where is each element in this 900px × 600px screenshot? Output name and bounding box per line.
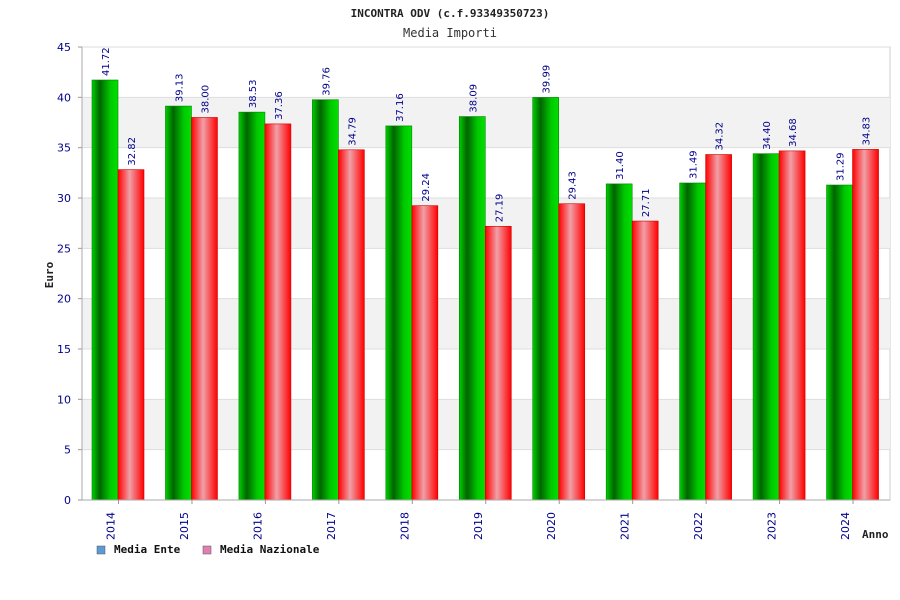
data-label-media-ente-2017: 39.76	[321, 67, 332, 96]
data-label-media-ente-2015: 39.13	[174, 73, 185, 102]
x-tick-label-2017: 2017	[325, 512, 338, 540]
chart-subtitle: Media Importi	[403, 26, 497, 40]
bar-media-ente-2021	[605, 183, 633, 501]
legend-swatch-media-nazionale	[202, 545, 212, 555]
x-tick-label-2018: 2018	[398, 512, 411, 540]
data-label-media-nazionale-2019: 27.19	[494, 194, 505, 223]
bar-media-ente-2014	[91, 79, 119, 501]
y-tick-label: 15	[57, 343, 71, 356]
data-label-media-ente-2023: 34.40	[762, 121, 773, 150]
data-label-media-nazionale-2018: 29.24	[421, 173, 432, 202]
bar-media-ente-2019	[458, 116, 486, 501]
x-tick-label-2014: 2014	[105, 512, 118, 540]
data-label-media-nazionale-2021: 27.71	[641, 188, 652, 217]
x-tick-label-2020: 2020	[545, 512, 558, 540]
data-label-media-nazionale-2022: 34.32	[715, 122, 726, 151]
legend-label-media-ente: Media Ente	[114, 543, 181, 556]
x-tick-label-2016: 2016	[251, 512, 264, 540]
bar-media-nazionale-2021	[631, 220, 659, 501]
x-tick-label-2024: 2024	[839, 512, 852, 540]
bar-media-ente-2023	[752, 153, 780, 501]
data-label-media-ente-2020: 39.99	[542, 65, 553, 94]
y-tick-label: 45	[57, 41, 71, 54]
bar-media-nazionale-2017	[338, 149, 365, 501]
x-tick-label-2022: 2022	[692, 512, 705, 540]
bar-media-nazionale-2024	[852, 149, 879, 501]
data-label-media-ente-2019: 38.09	[468, 84, 479, 113]
x-axis-label: Anno	[862, 528, 889, 541]
bar-media-nazionale-2016	[264, 123, 292, 501]
data-label-media-nazionale-2014: 32.82	[127, 137, 138, 166]
x-tick-label-2015: 2015	[178, 512, 191, 540]
legend-swatch-media-ente	[96, 545, 106, 555]
bar-media-nazionale-2019	[484, 225, 512, 501]
x-tick-label-2019: 2019	[472, 512, 485, 540]
data-label-media-nazionale-2016: 37.36	[274, 91, 285, 120]
y-tick-label: 35	[57, 142, 71, 155]
bar-media-ente-2015	[165, 105, 192, 501]
data-label-media-nazionale-2017: 34.79	[347, 117, 358, 146]
bar-media-ente-2017	[312, 99, 339, 501]
chart-title: INCONTRA ODV (c.f.93349350723)	[351, 7, 550, 20]
bar-media-ente-2022	[679, 182, 706, 501]
data-label-media-ente-2021: 31.40	[615, 151, 626, 180]
y-tick-label: 40	[57, 91, 71, 104]
bar-media-ente-2020	[532, 97, 560, 501]
data-label-media-ente-2022: 31.49	[689, 150, 700, 179]
data-label-media-nazionale-2024: 34.83	[862, 117, 873, 146]
data-labels: 41.72 32.82 39.13 38.00 38.53 37.36 39.76 34.79…	[101, 47, 873, 222]
bar-media-nazionale-2022	[705, 154, 732, 501]
legend: Media Ente Media Nazionale	[96, 543, 320, 556]
bar-media-nazionale-2014	[117, 169, 145, 501]
data-label-media-nazionale-2020: 29.43	[568, 171, 579, 200]
y-axis-label: Euro	[43, 261, 56, 288]
y-tick-label: 25	[57, 242, 71, 255]
y-tick-label: 30	[57, 192, 71, 205]
legend-label-media-nazionale: Media Nazionale	[220, 543, 320, 556]
y-tick-label: 5	[64, 444, 71, 457]
data-label-media-ente-2018: 37.16	[395, 93, 406, 122]
bar-media-nazionale-2023	[778, 150, 806, 501]
y-tick-label: 10	[57, 393, 71, 406]
x-tick-label-2021: 2021	[619, 512, 632, 540]
bars	[91, 79, 879, 501]
bar-media-ente-2018	[385, 125, 413, 501]
x-ticks: 2014 2015 2016 2017 2018 2019 2020 2021 2022 2023…	[105, 500, 854, 540]
data-label-media-nazionale-2015: 38.00	[200, 85, 211, 114]
data-label-media-nazionale-2023: 34.68	[788, 118, 799, 147]
bar-media-ente-2024	[826, 184, 853, 501]
data-label-media-ente-2014: 41.72	[101, 47, 112, 76]
bar-media-ente-2016	[238, 111, 266, 501]
bar-media-nazionale-2018	[411, 205, 439, 501]
y-tick-label: 0	[64, 494, 71, 507]
x-tick-label-2023: 2023	[766, 512, 779, 540]
y-tick-label: 20	[57, 293, 71, 306]
bar-media-nazionale-2020	[558, 203, 586, 501]
data-label-media-ente-2024: 31.29	[836, 152, 847, 181]
data-label-media-ente-2016: 38.53	[248, 79, 259, 108]
bar-media-nazionale-2015	[191, 117, 218, 501]
